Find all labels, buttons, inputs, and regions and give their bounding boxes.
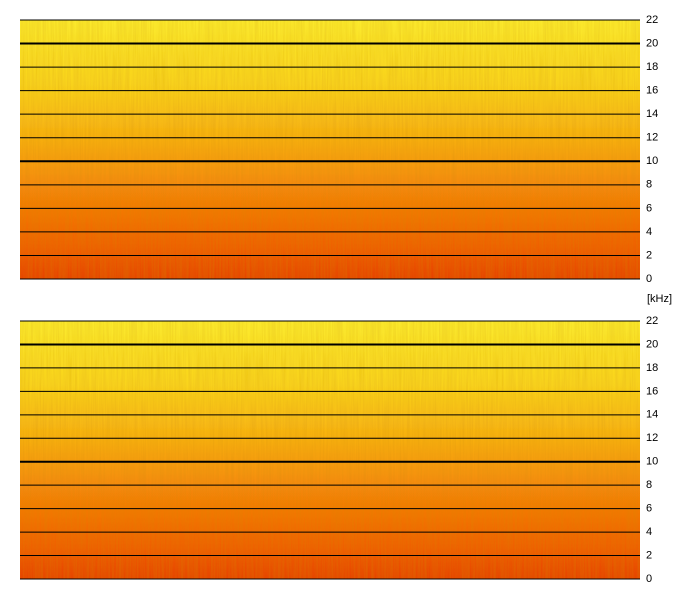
y-tick-label: 12 <box>646 132 658 144</box>
y-tick-label: 10 <box>646 456 658 468</box>
y-tick-label: 10 <box>646 155 658 167</box>
y-tick-label: 12 <box>646 432 658 444</box>
y-tick-label: 2 <box>646 249 652 261</box>
y-tick-label: 16 <box>646 85 658 97</box>
spectrogram-image <box>20 321 640 579</box>
y-tick-label: 4 <box>646 226 652 238</box>
y-tick-label: 6 <box>646 202 652 214</box>
y-tick-label: 14 <box>646 409 658 421</box>
y-tick-label: 18 <box>646 362 658 374</box>
y-tick-label: 4 <box>646 526 652 538</box>
y-tick-label: 14 <box>646 108 658 120</box>
y-tick-label: 2 <box>646 549 652 561</box>
y-tick-label: 8 <box>646 179 652 191</box>
y-tick-label: 22 <box>646 14 658 26</box>
y-tick-label: 16 <box>646 385 658 397</box>
spectrogram-image <box>20 20 640 279</box>
y-tick-label: 0 <box>646 273 652 285</box>
y-tick-label: 8 <box>646 479 652 491</box>
y-axis-label: [kHz] <box>647 293 672 305</box>
y-tick-label: 20 <box>646 338 658 350</box>
y-tick-label: 20 <box>646 37 658 49</box>
y-tick-label: 22 <box>646 315 658 327</box>
y-tick-label: 18 <box>646 61 658 73</box>
y-tick-label: 0 <box>646 573 652 585</box>
y-tick-label: 6 <box>646 503 652 515</box>
